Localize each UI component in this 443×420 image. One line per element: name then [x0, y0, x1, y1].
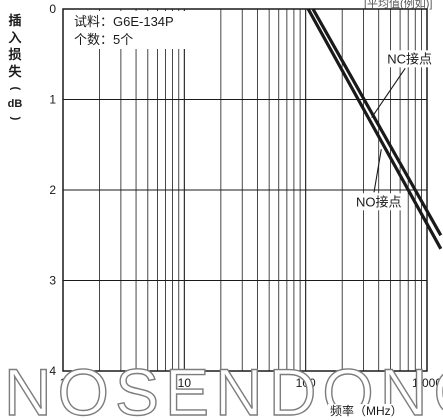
annotations: NC接点 NO接点 — [353, 50, 437, 211]
grid-lines — [63, 9, 427, 371]
annotation-label: NC接点 — [387, 51, 432, 66]
y-axis-label-char: 插 — [8, 13, 22, 28]
y-tick-label: 3 — [49, 274, 56, 288]
info-box — [68, 11, 196, 49]
y-tick-label: 1 — [49, 93, 56, 107]
series-line — [306, 8, 443, 250]
x-axis-label: 频率（MHz） — [328, 402, 405, 419]
series-lines — [306, 8, 443, 250]
x-axis-label-text: 频率（MHz） — [328, 404, 405, 418]
x-tick-label: 1,000 — [412, 376, 442, 390]
y-axis-label-char: 损 — [8, 47, 22, 62]
y-tick-labels: 0 1 2 3 4 — [49, 2, 56, 378]
y-tick-label: 0 — [49, 2, 56, 16]
x-tick-labels: 1 10 100 1,000 — [60, 376, 443, 390]
y-axis-label-char: dB — [7, 98, 23, 110]
x-tick-label: 1 — [60, 376, 67, 390]
y-tick-label: 2 — [49, 183, 56, 197]
average-value-badge: [平均值(例如)] — [364, 0, 433, 10]
y-axis-label-char: 入 — [8, 30, 22, 45]
plot-frame — [62, 8, 428, 372]
series-line — [311, 8, 443, 237]
annotation-label-bg — [384, 50, 437, 68]
y-axis-label-char: 失 — [8, 64, 22, 79]
count-info-line: 个数：5个 — [74, 32, 133, 47]
annotation-label-bg — [353, 193, 406, 211]
sample-info-line: 试料：G6E-134P — [74, 14, 174, 29]
annotation-leader-line — [371, 67, 406, 118]
x-tick-label: 10 — [178, 376, 192, 390]
annotation-leader-line — [373, 149, 382, 193]
y-tick-label: 4 — [49, 364, 56, 378]
x-tick-label: 100 — [296, 376, 316, 390]
annotation-label: NO接点 — [356, 194, 402, 209]
